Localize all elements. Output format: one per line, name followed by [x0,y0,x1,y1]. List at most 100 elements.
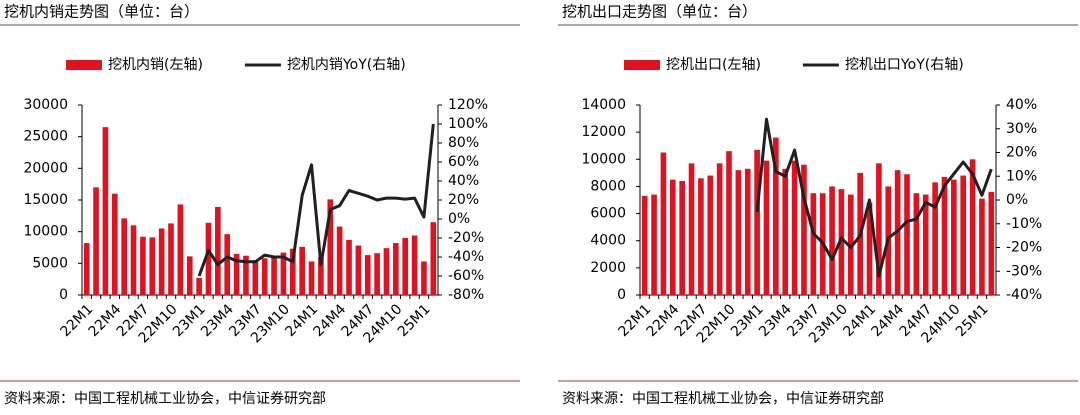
bar [913,193,920,295]
y2-tick-label: 80% [448,135,479,151]
bar [847,194,854,295]
bar [791,160,798,295]
legend-swatch [624,60,660,70]
bar [716,163,723,295]
bar [308,261,315,295]
bar [763,160,770,295]
bar [83,243,90,295]
bar [393,243,399,295]
bar [660,152,667,295]
y2-tick-label: 0% [448,211,470,227]
bar [243,255,249,295]
y2-tick-label: -30% [1006,263,1042,279]
y2-tick-label: -20% [448,230,484,246]
y2-tick-label: 20% [1006,145,1037,161]
bar [289,248,296,295]
y-tick-label: 5000 [32,255,68,271]
bar [140,236,146,295]
y2-tick-label: 40% [448,173,479,189]
y2-tick-label: -40% [1006,287,1042,303]
bar [224,234,231,295]
bar [102,127,109,296]
y2-tick-label: -10% [1006,216,1042,232]
y2-tick-label: 10% [1006,168,1037,184]
bar [641,195,648,295]
bar [215,206,221,295]
y2-tick-label: 30% [1006,121,1037,137]
bar [744,168,751,295]
bar [421,261,427,295]
bar [810,193,817,295]
bar [782,168,789,295]
bar [754,149,760,295]
bar [951,179,957,295]
y-tick-label: 4000 [590,233,626,249]
y-tick-label: 20000 [23,160,68,176]
bar [651,194,657,295]
bar [149,237,156,295]
bar [838,189,845,295]
bar [196,277,202,295]
y-tick-label: 0 [617,287,626,303]
y-tick-label: 8000 [590,178,626,194]
bar [866,202,873,295]
bar [130,225,137,295]
x-tick-label: 25M1 [395,301,434,340]
y-tick-label: 14000 [581,97,626,113]
legend-label: 挖机出口YoY(右轴) [845,57,964,73]
bar [669,179,676,295]
y-tick-label: 15000 [23,192,68,208]
y-tick-label: 30000 [23,97,68,113]
bar [364,255,371,295]
bar [261,258,268,295]
y2-tick-label: -20% [1006,240,1042,256]
bar [735,170,742,295]
bar [988,191,995,295]
y-tick-label: 10000 [23,224,68,240]
bar [327,199,334,295]
legend-swatch [66,60,102,70]
y2-tick-label: 0% [1006,192,1028,208]
bar [383,248,390,295]
source: 资料来源：中国工程机械工业协会，中信证券研究部 [562,391,884,407]
bar [876,163,882,295]
bar [252,260,259,295]
bar [679,181,685,295]
bar [698,178,704,295]
bar [168,223,174,295]
bar [93,187,99,295]
chart-title: 挖机出口走势图（单位：台） [562,3,757,21]
y-tick-label: 0 [59,287,68,303]
y-tick-label: 12000 [581,124,626,140]
bar [374,253,380,295]
legend-label: 挖机内销(左轴) [108,57,203,73]
bar [158,228,165,295]
bar [801,164,807,295]
bar [336,226,343,295]
bar [932,182,938,295]
y2-tick-label: -60% [448,268,484,284]
x-tick-label: 25M1 [953,301,992,340]
bar [355,245,362,295]
bar [941,176,948,295]
bar [969,159,976,295]
bar [773,137,779,295]
bar [318,257,324,295]
source: 资料来源：中国工程机械工业协会，中信证券研究部 [4,391,326,407]
bar [430,222,437,295]
legend-label: 挖机出口(左轴) [666,57,761,73]
bar [205,222,212,295]
y-tick-label: 25000 [23,129,68,145]
bar [177,204,184,295]
bar [280,252,287,295]
line [197,123,435,277]
bar [922,194,929,295]
y-tick-label: 6000 [590,206,626,222]
chart-title: 挖机内销走势图（单位：台） [4,3,199,21]
bar [271,256,277,295]
y2-tick-label: 20% [448,192,479,208]
y-tick-label: 10000 [581,151,626,167]
bar [186,256,193,295]
bar [960,175,967,295]
